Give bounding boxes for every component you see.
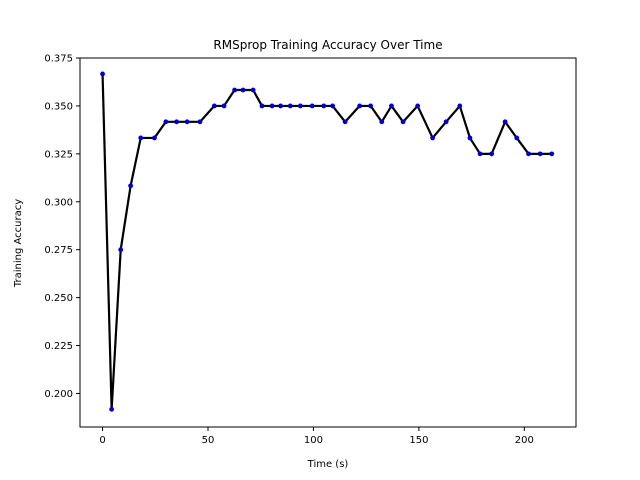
data-point — [240, 87, 246, 93]
x-tick-label: 200 — [515, 435, 534, 446]
y-tick-label: 0.325 — [44, 149, 73, 160]
data-point — [467, 135, 473, 141]
data-point — [259, 103, 265, 109]
data-point — [100, 71, 105, 77]
data-point — [379, 119, 385, 125]
data-point — [389, 103, 394, 109]
data-point — [128, 183, 134, 189]
axes-frame — [79, 57, 577, 428]
data-point — [430, 135, 435, 141]
data-point — [514, 135, 520, 141]
data-point — [309, 103, 315, 109]
data-point — [269, 103, 275, 109]
data-point — [297, 103, 303, 109]
data-point — [184, 119, 190, 125]
plot-area — [100, 71, 555, 412]
data-point — [368, 103, 373, 109]
data-point — [321, 103, 327, 109]
y-tick-label: 0.350 — [44, 101, 73, 112]
data-point — [197, 119, 203, 125]
data-point — [330, 103, 336, 109]
y-tick-label: 0.275 — [44, 245, 73, 256]
data-point — [163, 119, 169, 125]
y-tick-label: 0.250 — [44, 293, 73, 304]
y-tick-label: 0.200 — [44, 389, 73, 400]
x-tick-label: 100 — [304, 435, 323, 446]
data-point — [342, 119, 348, 125]
data-point — [549, 151, 555, 157]
data-point — [250, 87, 256, 93]
data-point — [537, 151, 543, 157]
y-tick-label: 0.375 — [44, 54, 73, 65]
x-tick-label: 0 — [99, 435, 105, 446]
x-axis-title: Time (s) — [307, 459, 349, 470]
y-axis-title: Training Accuracy — [13, 199, 24, 288]
data-point — [526, 151, 531, 157]
data-point — [278, 103, 283, 109]
data-point — [400, 119, 406, 125]
x-tick-label: 50 — [202, 435, 215, 446]
y-tick-label: 0.225 — [44, 341, 73, 352]
data-point — [357, 103, 363, 109]
data-point — [109, 406, 115, 412]
axis-ticks: 0 50 100 150 200 0.200 0.225 0.250 0.275 0.300 0.3… — [44, 54, 534, 447]
data-point — [457, 103, 463, 109]
data-point — [211, 103, 217, 109]
data-point — [174, 119, 179, 125]
data-point — [232, 87, 237, 93]
data-point — [152, 135, 157, 141]
data-point — [221, 103, 227, 109]
data-point — [118, 247, 124, 253]
data-point — [502, 119, 508, 125]
data-point — [477, 151, 483, 157]
x-tick-label: 150 — [409, 435, 428, 446]
data-point — [287, 103, 293, 109]
data-point — [489, 151, 495, 157]
data-point — [138, 135, 144, 141]
data-point — [443, 119, 449, 125]
chart-title: RMSprop Training Accuracy Over Time — [213, 38, 442, 52]
data-point — [415, 103, 421, 109]
y-tick-label: 0.300 — [44, 197, 73, 208]
